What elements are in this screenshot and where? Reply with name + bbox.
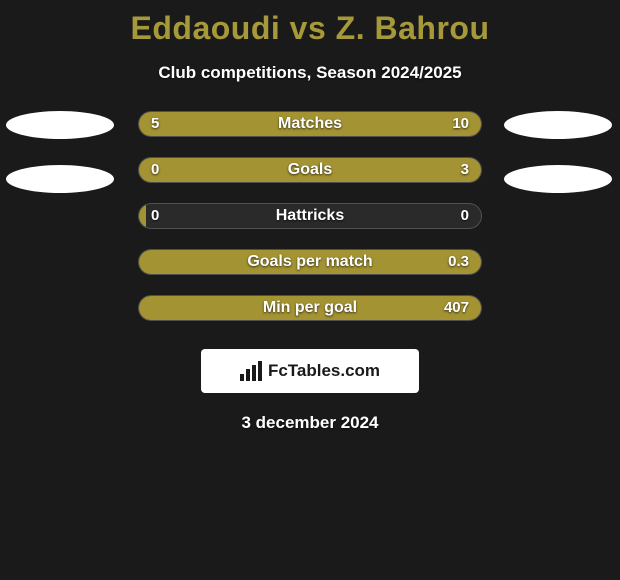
logo-text: FcTables.com [268, 361, 380, 381]
stats-chart: Matches510Goals03Hattricks00Goals per ma… [0, 111, 620, 341]
player2-avatar-column [504, 111, 614, 193]
stat-row: Hattricks0 0 [138, 203, 482, 229]
avatar-placeholder [6, 165, 114, 193]
stat-right-value: 3 [449, 158, 481, 182]
player1-avatar-column [6, 111, 116, 193]
player1-name: Eddaoudi [131, 10, 281, 46]
stat-left-value [139, 250, 163, 274]
stat-label: Hattricks [139, 204, 481, 228]
avatar-placeholder [6, 111, 114, 139]
subtitle: Club competitions, Season 2024/2025 [0, 63, 620, 83]
vs-word: vs [290, 10, 327, 46]
avatar-placeholder [504, 165, 612, 193]
stat-label: Goals [139, 158, 481, 182]
page-title: Eddaoudi vs Z. Bahrou [0, 0, 620, 47]
stat-left-value [139, 296, 163, 320]
stat-left-value: 0 [139, 158, 171, 182]
source-logo: FcTables.com [201, 349, 419, 393]
stat-label: Min per goal [139, 296, 481, 320]
stat-label: Matches [139, 112, 481, 136]
stat-right-value: 407 [432, 296, 481, 320]
stat-label: Goals per match [139, 250, 481, 274]
stat-left-value: 0 [139, 204, 171, 228]
avatar-placeholder [504, 111, 612, 139]
stat-row: Matches5 10 [138, 111, 482, 137]
stat-row: Min per goal407 [138, 295, 482, 321]
stat-row: Goals0 3 [138, 157, 482, 183]
stat-right-value: 10 [440, 112, 481, 136]
snapshot-date: 3 december 2024 [0, 413, 620, 433]
comparison-infographic: Eddaoudi vs Z. Bahrou Club competitions,… [0, 0, 620, 580]
stat-row: Goals per match0.3 [138, 249, 482, 275]
bar-chart-icon [240, 361, 262, 381]
stat-right-value: 0 [449, 204, 481, 228]
stat-left-value: 5 [139, 112, 171, 136]
bars-container: Matches510Goals03Hattricks00Goals per ma… [138, 111, 482, 341]
stat-right-value: 0.3 [436, 250, 481, 274]
player2-name: Z. Bahrou [336, 10, 490, 46]
